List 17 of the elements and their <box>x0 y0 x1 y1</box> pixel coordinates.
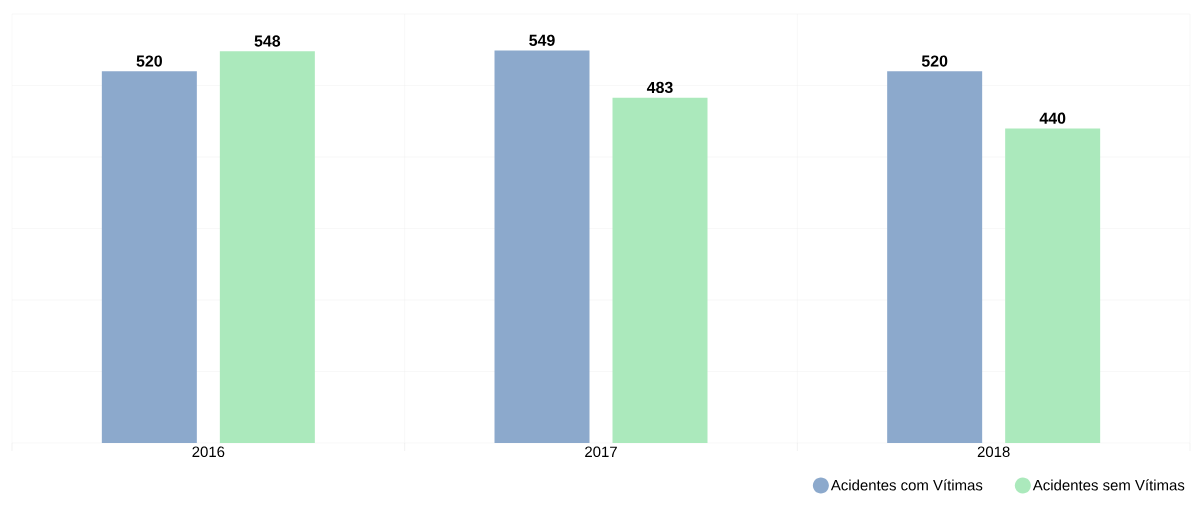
data-label: 549 <box>529 34 555 46</box>
x-tick-label: 2017 <box>585 446 617 458</box>
x-tick-label: 2016 <box>192 446 225 458</box>
bar <box>101 71 197 443</box>
legend-label: Acidentes com Vítimas <box>830 479 983 491</box>
data-label: 440 <box>1039 112 1066 124</box>
data-label: 483 <box>646 81 673 94</box>
bar <box>612 97 708 443</box>
legend-label: Acidentes sem Vítimas <box>1032 479 1185 491</box>
x-tick-label: 2018 <box>977 446 1010 458</box>
bar <box>219 51 315 443</box>
bar <box>1005 128 1101 443</box>
data-label: 520 <box>136 55 162 67</box>
bar <box>494 50 590 443</box>
data-label: 548 <box>254 35 281 47</box>
data-label: 520 <box>921 55 948 67</box>
bar <box>887 71 983 443</box>
